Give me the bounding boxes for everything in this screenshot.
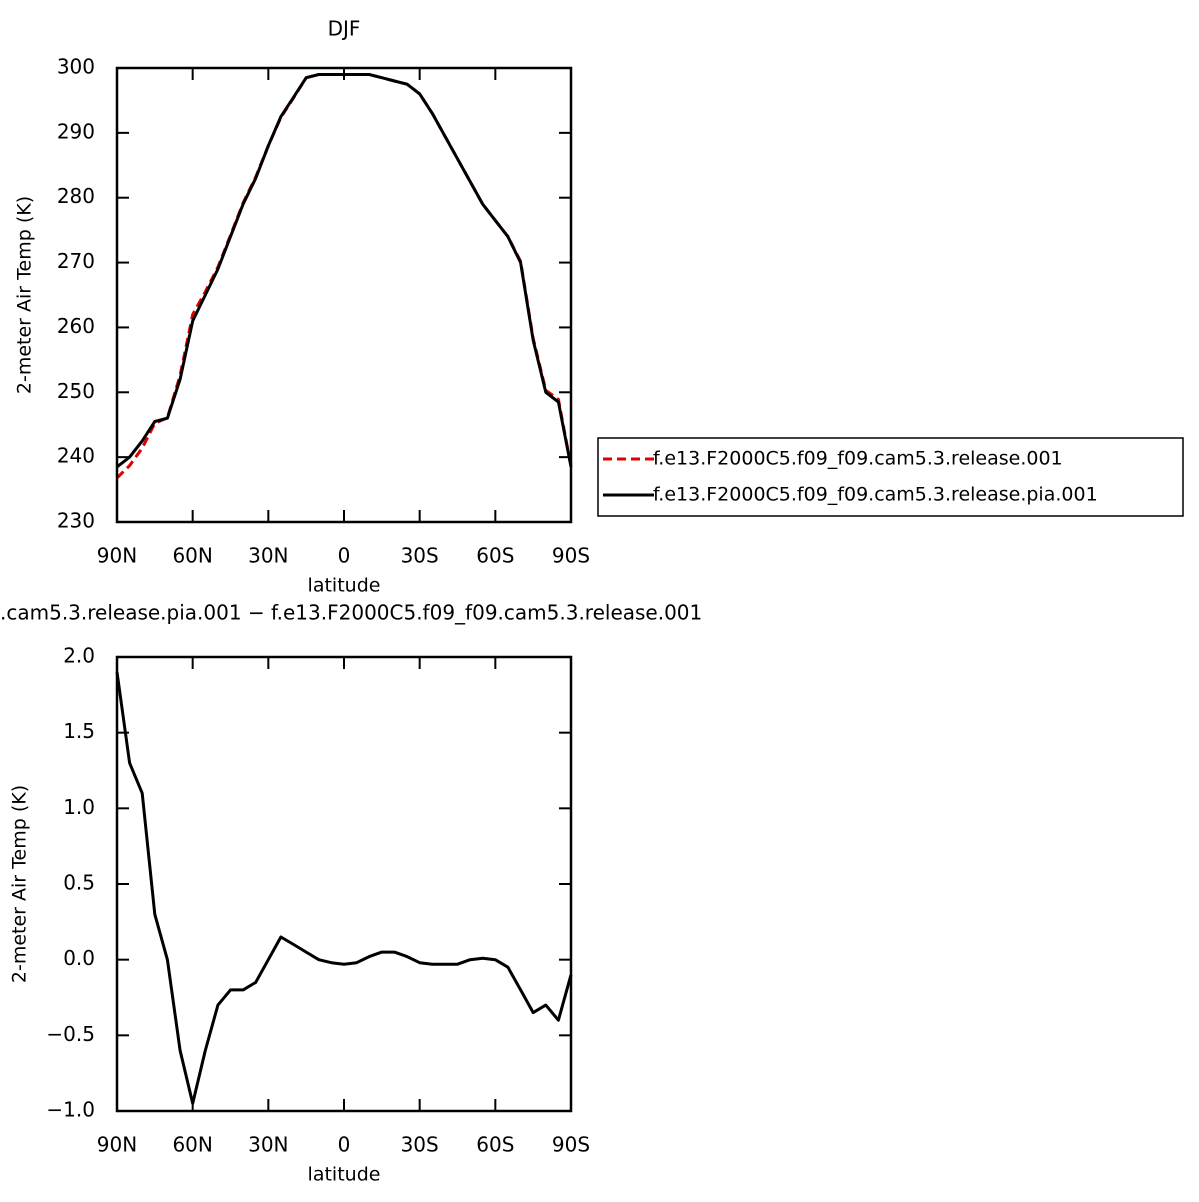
x-axis-label: latitude: [308, 1164, 381, 1186]
y-tick-label: 0.5: [63, 871, 95, 895]
x-tick-label: 30S: [401, 1133, 439, 1157]
x-tick-label: 30N: [248, 544, 288, 568]
legend-label: f.e13.F2000C5.f09_f09.cam5.3.release.pia…: [653, 484, 1098, 506]
legend-label: f.e13.F2000C5.f09_f09.cam5.3.release.001: [653, 448, 1063, 470]
y-axis-label: 2-meter Air Temp (K): [14, 196, 36, 394]
y-tick-label: 250: [57, 379, 95, 403]
y-tick-label: 260: [57, 314, 95, 338]
y-tick-label: 240: [57, 444, 95, 468]
x-tick-label: 90S: [552, 1133, 590, 1157]
data-line: [116, 73, 573, 469]
chart-title: DJF: [328, 17, 361, 41]
x-tick-label: 30S: [401, 544, 439, 568]
y-tick-label: 280: [57, 184, 95, 208]
y-tick-label: 2.0: [63, 644, 95, 668]
y-tick-label: −1.0: [46, 1098, 95, 1122]
data-line: [115, 671, 573, 1105]
y-tick-label: 270: [57, 249, 95, 273]
plot-frame: [115, 66, 573, 524]
x-tick-label: 0: [338, 1133, 351, 1157]
x-tick-label: 60S: [476, 544, 514, 568]
y-tick-label: 230: [57, 509, 95, 533]
x-tick-label: 90N: [97, 1133, 137, 1157]
y-axis-label: 2-meter Air Temp (K): [9, 785, 31, 983]
y-tick-label: 290: [57, 119, 95, 143]
y-tick-label: 1.0: [63, 795, 95, 819]
chart-title: .cam5.3.release.pia.001 − f.e13.F2000C5.…: [0, 601, 702, 625]
plot-frame: [115, 655, 573, 1113]
data-line: [115, 73, 573, 479]
x-tick-label: 90N: [97, 544, 137, 568]
y-tick-label: −0.5: [46, 1022, 95, 1046]
x-axis-label: latitude: [308, 575, 381, 597]
x-tick-label: 60N: [172, 1133, 212, 1157]
y-tick-label: 300: [57, 55, 95, 79]
x-tick-label: 30N: [248, 1133, 288, 1157]
x-tick-label: 90S: [552, 544, 590, 568]
legend-box: [597, 437, 1184, 517]
x-tick-label: 60S: [476, 1133, 514, 1157]
x-tick-label: 60N: [172, 544, 212, 568]
y-tick-label: 0.0: [63, 946, 95, 970]
x-tick-label: 0: [338, 544, 351, 568]
y-tick-label: 1.5: [63, 719, 95, 743]
